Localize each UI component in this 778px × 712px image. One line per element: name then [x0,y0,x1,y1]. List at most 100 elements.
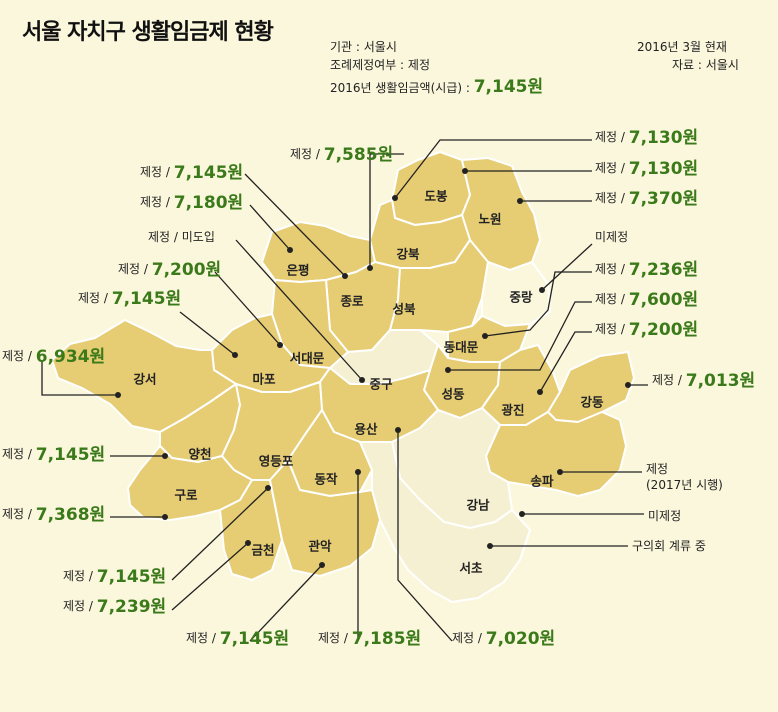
label-dongdaemun-status: 제정 / [595,262,629,276]
district-name-guro: 구로 [174,487,198,503]
leader-dot-eunpyeong [287,247,293,253]
leader-line-jungnang [541,243,593,291]
label-gwangjin-status: 제정 / [595,322,629,336]
label-gangdong: 제정 / 7,013원 [652,372,755,390]
district-name-gwangjin: 광진 [501,402,525,418]
label-seodaemun-status: 제정 / [118,262,152,276]
label-gangbuk-status: 제정 / [595,161,629,175]
district-name-yongsan: 용산 [354,421,378,437]
leader-line-dobong [394,139,592,199]
label-gwangjin: 제정 / 7,200원 [595,321,698,339]
page-title: 서울 자치구 생활임금제 현황 [22,20,274,45]
district-name-gangseo: 강서 [133,371,157,387]
label-dongjak-status: 제정 / [318,631,352,645]
info-wage: 2016년 생활임금액(시급) : 7,145원 [330,72,543,97]
label-dobong-status: 제정 / [595,130,629,144]
label-gangseo-value: 6,934원 [35,347,106,367]
leader-dot-nowon [517,198,523,204]
label-guro-value: 7,368원 [35,505,106,525]
label-eunpyeong: 제정 / 7,180원 [140,194,243,212]
label-jungnang: 미제정 [595,229,628,245]
district-name-geumcheon: 금천 [251,542,275,558]
label-seongdong-value: 7,600원 [628,290,699,310]
label-gangbuk: 제정 / 7,130원 [595,160,698,178]
label-mapo-status: 제정 / [78,291,112,305]
district-name-junggu: 중구 [369,376,393,392]
district-gangdong [547,351,635,423]
label-gangseo: 제정 / 6,934원 [2,348,105,366]
leader-dot-yangcheon [162,453,168,459]
leader-dot-yeongdeungpo [265,485,271,491]
label-yeongdeungpo-value: 7,145원 [96,567,167,587]
label-seongbuk-status: 제정 / [140,165,174,179]
label-yeongdeungpo-status: 제정 / [63,569,97,583]
district-name-dongjak: 동작 [314,471,338,487]
label-nowon-status: 제정 / [595,191,629,205]
info-ordinance: 조례제정여부 : 제정 [330,58,430,72]
leader-dot-seodaemun [277,342,283,348]
label-gangdong-status: 제정 / [652,373,686,387]
district-name-mapo: 마포 [252,371,276,387]
label-seodaemun: 제정 / 7,200원 [118,261,221,279]
label-yangcheon-value: 7,145원 [35,445,106,465]
leader-dot-seongdong [445,367,451,373]
leader-dot-yongsan [395,427,401,433]
label-jongno-value: 7,585원 [323,145,394,165]
district-seongbuk [389,239,489,333]
leader-dot-dongjak [355,469,361,475]
label-junggu: 제정 / 미도입 [148,229,215,245]
label-dongjak: 제정 / 7,185원 [318,630,421,648]
label-geumcheon-status: 제정 / [63,599,97,613]
district-name-seodaemun: 서대문 [289,350,325,366]
info-wage-value: 7,145원 [473,77,544,97]
leader-dot-gwanak [319,562,325,568]
leader-line-gwanak [249,564,323,642]
label-gwanak-value: 7,145원 [219,629,290,649]
leader-line-geumcheon [171,542,249,611]
district-name-nowon: 노원 [478,211,502,227]
district-name-dongdaemun: 동대문 [443,339,479,355]
label-songpa: 제정 (2017년 시행) [646,461,723,493]
label-gangseo-status: 제정 / [2,349,36,363]
label-seongbuk-value: 7,145원 [173,163,244,183]
district-name-seongbuk: 성북 [392,301,416,317]
label-geumcheon: 제정 / 7,239원 [63,598,166,616]
label-eunpyeong-value: 7,180원 [173,193,244,213]
leader-dot-gangbuk [462,168,468,174]
leader-dot-gangseo [115,392,121,398]
label-gangnam: 미제정 [648,508,681,524]
label-mapo-value: 7,145원 [111,289,182,309]
label-gwanak: 제정 / 7,145원 [186,630,289,648]
label-jungnang-status: 미제정 [595,230,629,244]
label-jongno: 제정 / 7,585원 [290,146,393,164]
leader-line-mapo [179,311,236,356]
label-gwangjin-value: 7,200원 [628,320,699,340]
label-junggu-status: 제정 / 미도입 [148,230,215,244]
label-geumcheon-value: 7,239원 [96,597,167,617]
district-name-gangbuk: 강북 [396,246,420,262]
label-seodaemun-value: 7,200원 [151,260,222,280]
district-gangseo [51,319,237,433]
label-seocho-status: 구의회 계류 중 [632,539,706,553]
leader-line-gangseo [41,360,118,396]
label-yeongdeungpo: 제정 / 7,145원 [63,568,166,586]
district-name-jungnang: 중랑 [509,289,533,305]
leader-line-yeongdeungpo [171,487,269,581]
label-seongbuk: 제정 / 7,145원 [140,164,243,182]
label-seongdong-status: 제정 / [595,292,629,306]
district-songpa [485,411,627,497]
info-source: 자료 : 서울시 [672,58,739,72]
district-name-jongno: 종로 [340,293,364,309]
label-gangdong-value: 7,013원 [685,371,756,391]
label-yangcheon-status: 제정 / [2,447,36,461]
label-dobong-value: 7,130원 [628,128,699,148]
district-name-dobong: 도봉 [424,188,448,204]
label-gwanak-status: 제정 / [186,631,220,645]
label-eunpyeong-status: 제정 / [140,195,174,209]
leader-dot-jongno [367,265,373,271]
label-dongdaemun-value: 7,236원 [628,260,699,280]
label-dobong: 제정 / 7,130원 [595,129,698,147]
district-name-eunpyeong: 은평 [286,262,310,278]
district-name-seocho: 서초 [459,560,483,576]
